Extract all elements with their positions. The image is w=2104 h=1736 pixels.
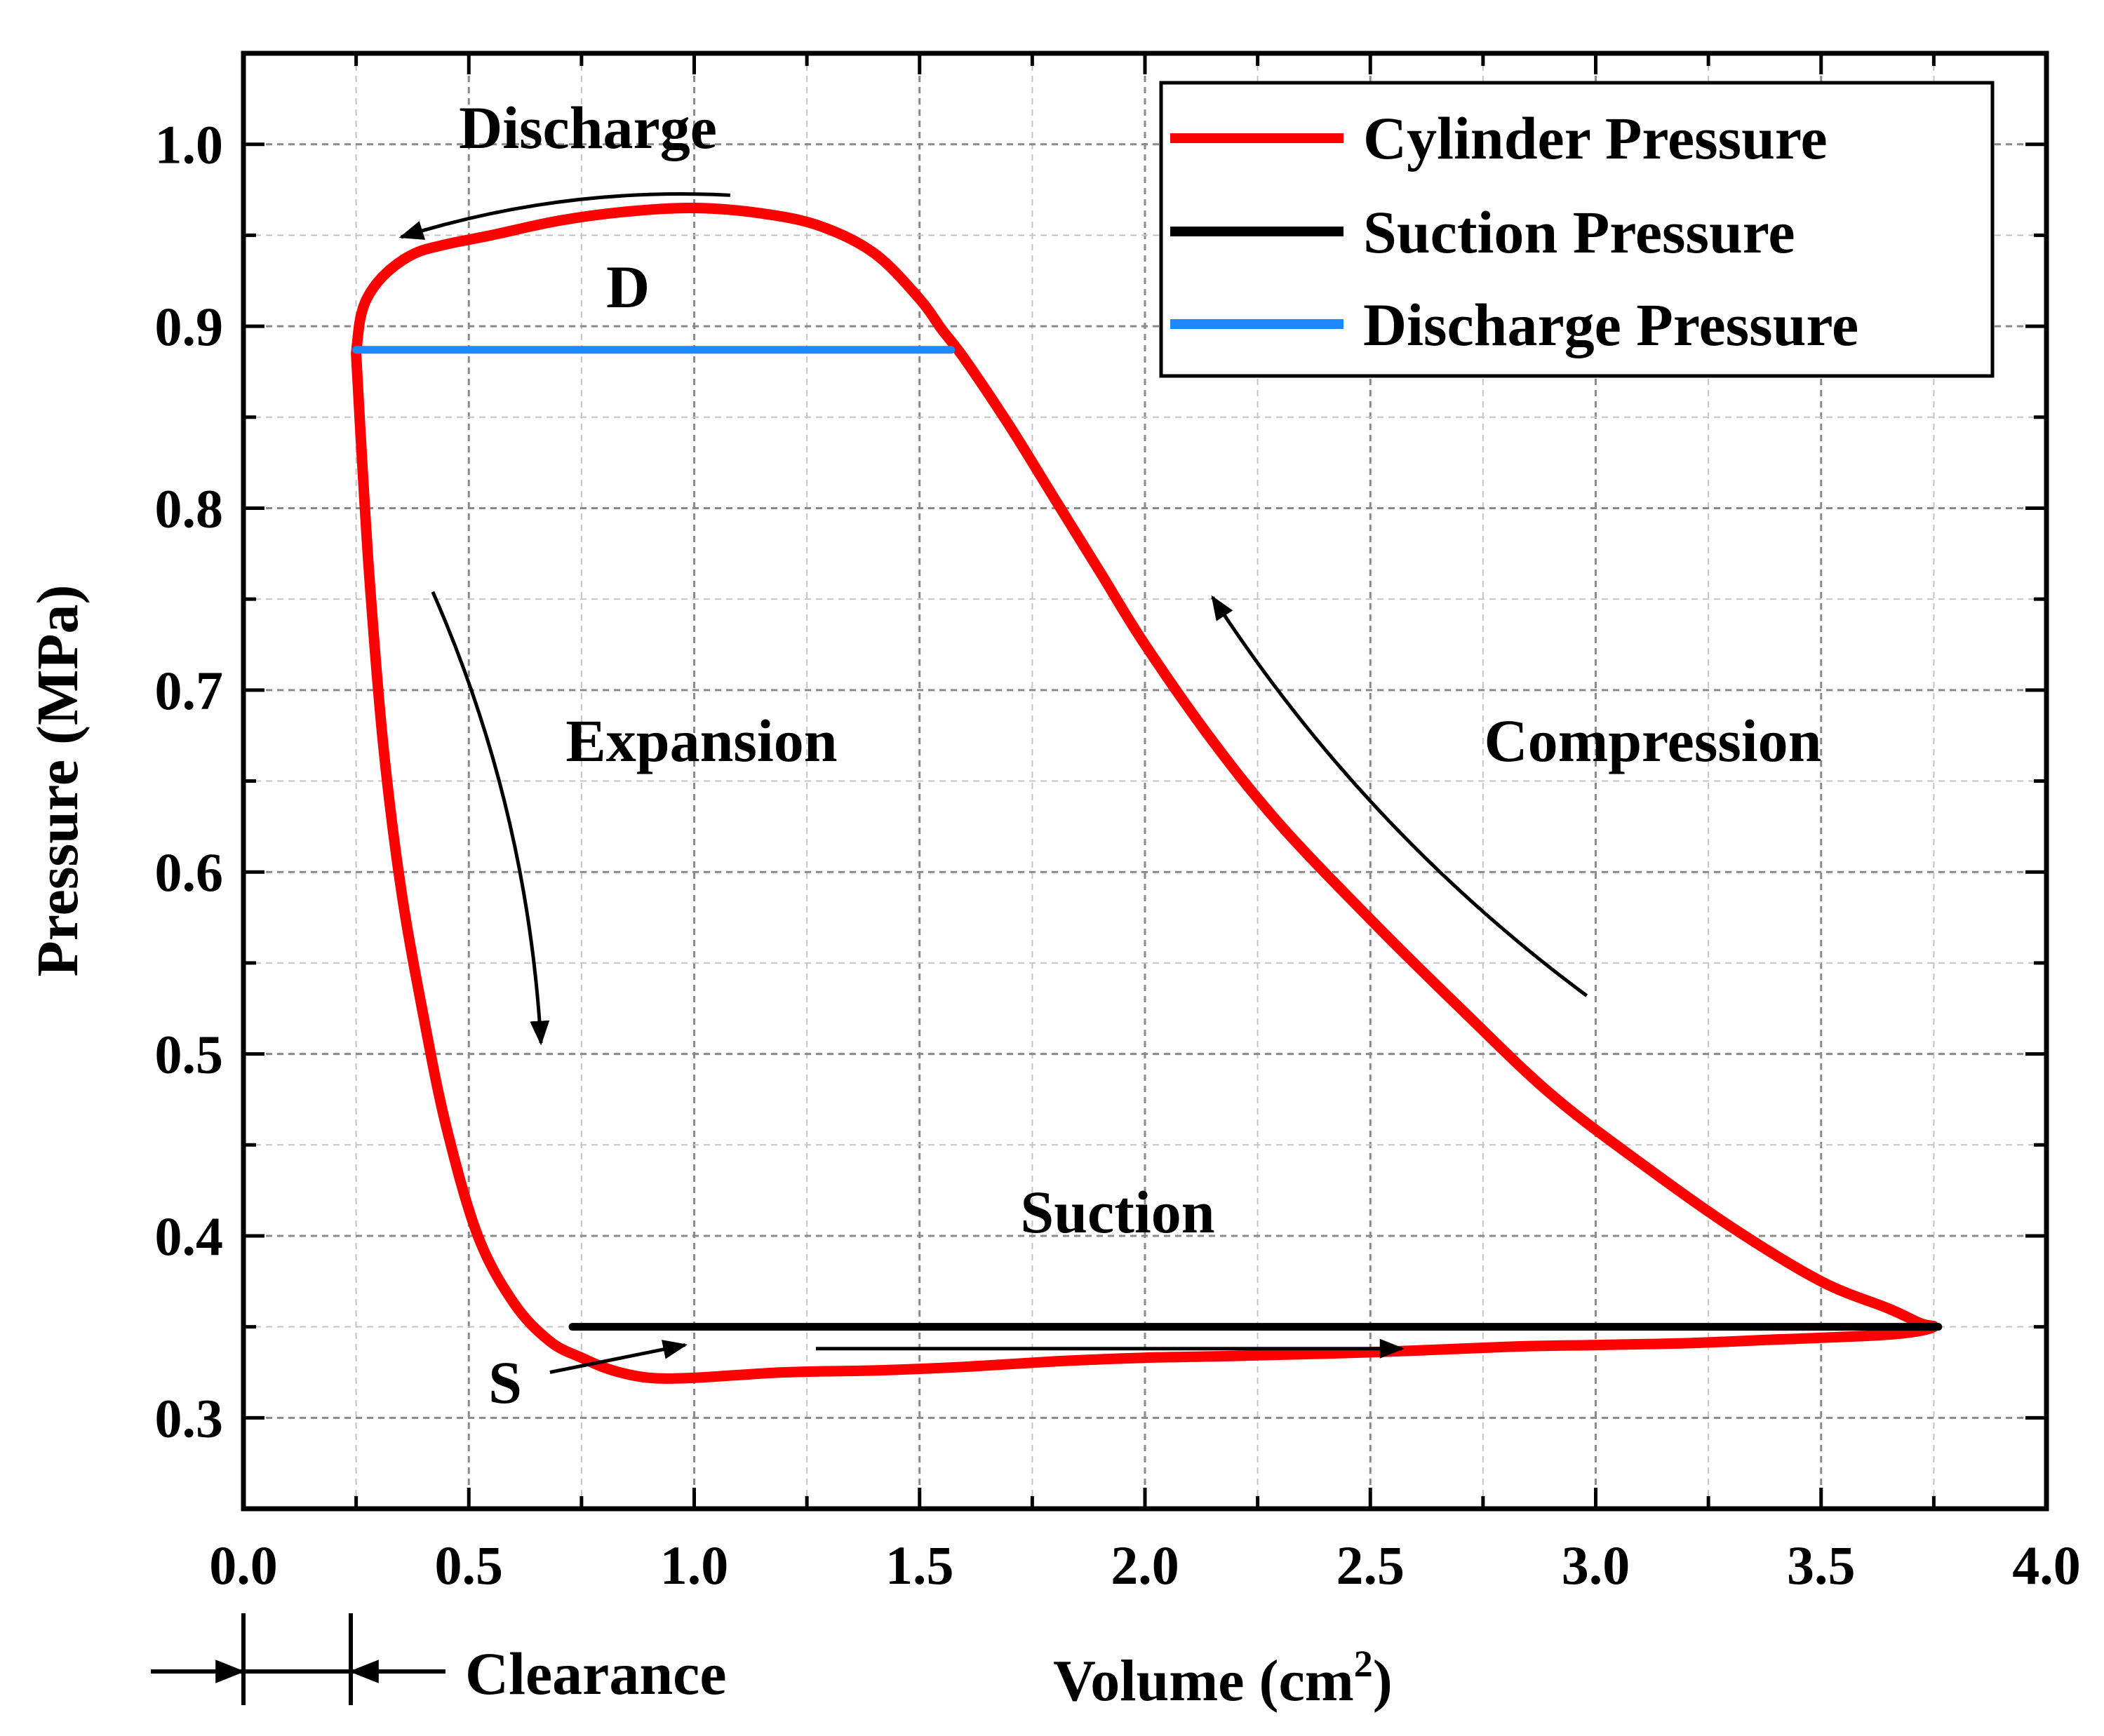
y-tick-labels: 0.3 0.4 0.5 0.6 0.7 0.8 0.9 1.0 [155,114,224,1449]
legend: Cylinder Pressure Suction Pressure Disch… [1159,81,1995,378]
y-tick-label: 0.7 [155,660,224,721]
expansion-arrow [431,591,550,1046]
x-tick-label: 0.5 [435,1535,504,1596]
annotation-suction: Suction [1020,1178,1214,1246]
x-axis-title: Volume (cm2) [1053,1643,1392,1714]
x-tick-label: 1.0 [660,1535,729,1596]
x-tick-label: 2.0 [1111,1535,1179,1596]
y-axis-title: Pressure (MPa) [25,584,91,976]
y-tick-label: 0.9 [155,296,224,357]
x-tick-label: 1.5 [885,1535,954,1596]
x-tick-label: 4.0 [2012,1535,2081,1596]
annotation-discharge: Discharge [459,94,717,161]
annotation-s: S [488,1349,522,1416]
x-axis-title-superscript: 2 [1354,1643,1373,1685]
y-tick-label: 0.6 [155,842,224,903]
annotation-clearance: Clearance [465,1640,727,1707]
s-arrow [549,1340,688,1374]
clearance-dimension [151,1613,445,1705]
legend-label-suction-pressure: Suction Pressure [1363,199,1795,266]
y-tick-label: 0.3 [155,1387,224,1448]
y-tick-label: 0.4 [155,1206,224,1267]
annotation-d: D [606,253,650,321]
x-tick-label: 2.5 [1336,1535,1405,1596]
axis-ticks [241,51,2049,1509]
x-tick-label: 3.5 [1787,1535,1856,1596]
y-tick-label: 0.5 [155,1024,224,1085]
compression-arrow [1211,595,1588,997]
data-series [351,202,1943,1384]
x-tick-labels: 0.0 0.5 1.0 1.5 2.0 2.5 3.0 3.5 4.0 [209,1535,2081,1596]
x-tick-label: 3.0 [1562,1535,1630,1596]
y-tick-label: 0.8 [155,478,224,539]
annotation-expansion: Expansion [565,707,837,774]
discharge-arrow [398,192,731,240]
x-tick-label: 0.0 [209,1535,278,1596]
annotations: Discharge D Expansion Compression Suctio… [459,94,1821,1707]
process-arrows [398,192,1588,1374]
grid-lines [243,53,2046,1509]
y-tick-label: 1.0 [155,114,224,175]
legend-label-discharge-pressure: Discharge Pressure [1363,291,1858,358]
annotation-compression: Compression [1484,707,1821,774]
legend-label-cylinder-pressure: Cylinder Pressure [1363,105,1828,172]
